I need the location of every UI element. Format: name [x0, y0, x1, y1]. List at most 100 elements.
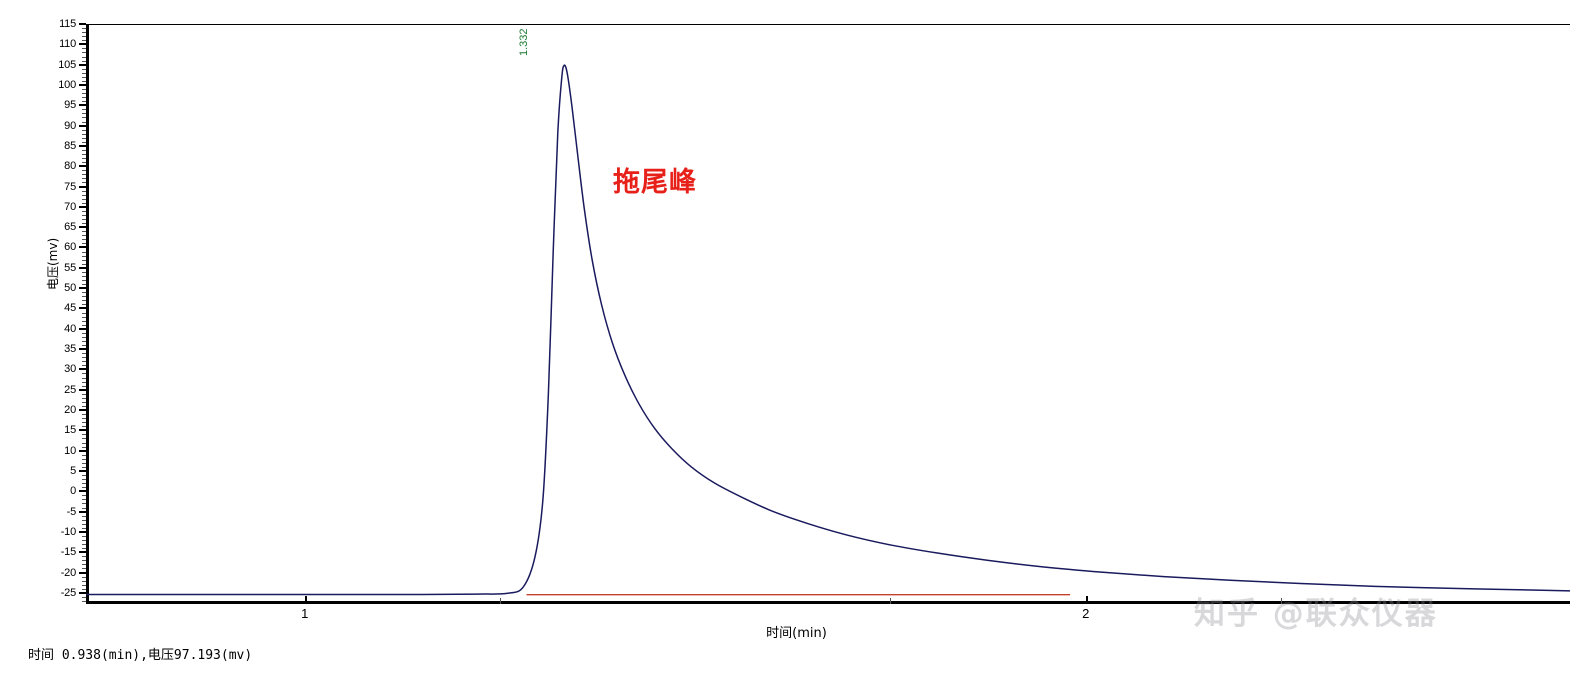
- y-axis-minor-tick: [82, 523, 86, 525]
- y-axis-minor-tick: [82, 219, 86, 221]
- y-axis-tick-mark: [79, 104, 86, 107]
- y-axis-minor-tick: [82, 568, 86, 570]
- y-axis-minor-tick: [82, 259, 86, 261]
- y-axis-minor-tick: [82, 475, 86, 477]
- y-axis-tick-mark: [79, 348, 86, 351]
- y-axis-minor-tick: [82, 556, 86, 558]
- y-axis-minor-tick: [82, 28, 86, 30]
- y-axis-minor-tick: [82, 210, 86, 212]
- y-axis-minor-tick: [82, 251, 86, 253]
- y-axis-tick-label: -25: [60, 586, 77, 599]
- y-axis-tick-mark: [79, 144, 86, 147]
- y-axis-minor-tick: [82, 357, 86, 359]
- y-axis-tick-label: 5: [70, 464, 76, 477]
- y-axis-minor-tick: [82, 154, 86, 156]
- y-axis-tick-mark: [79, 429, 86, 432]
- y-axis-minor-tick: [82, 361, 86, 363]
- y-axis-minor-tick: [82, 275, 86, 277]
- y-axis-tick-label: 65: [64, 221, 76, 234]
- y-axis-minor-tick: [82, 243, 86, 245]
- y-axis-minor-tick: [82, 584, 86, 586]
- chromatogram-traces: [85, 64, 1571, 596]
- y-axis-minor-tick: [82, 381, 86, 383]
- y-axis-minor-tick: [82, 466, 86, 468]
- y-axis-minor-tick: [82, 377, 86, 379]
- y-axis-minor-tick: [82, 284, 86, 286]
- y-axis-minor-tick: [82, 97, 86, 99]
- y-axis-minor-tick: [82, 324, 86, 326]
- y-axis-minor-tick: [82, 68, 86, 70]
- y-axis-tick-mark: [79, 591, 86, 594]
- y-axis-minor-tick: [82, 422, 86, 424]
- y-axis-minor-tick: [82, 365, 86, 367]
- y-axis-minor-tick: [82, 93, 86, 95]
- y-axis-tick-mark: [79, 388, 86, 391]
- y-axis-minor-tick: [82, 89, 86, 90]
- y-axis-minor-tick: [82, 113, 86, 115]
- y-axis-minor-tick: [82, 60, 86, 62]
- y-axis-minor-tick: [82, 519, 86, 521]
- y-axis-tick-label: 110: [59, 38, 76, 51]
- y-axis-title: 电压(mv): [46, 237, 60, 290]
- y-axis-tick-mark: [79, 551, 86, 554]
- peak-shape-annotation: 拖尾峰: [613, 167, 697, 198]
- y-axis-minor-tick: [82, 109, 86, 111]
- y-axis-minor-tick: [82, 564, 86, 566]
- y-axis-minor-tick: [82, 373, 86, 375]
- y-axis-minor-tick: [82, 405, 86, 407]
- x-axis-tick-mark: [1085, 596, 1088, 604]
- y-axis-minor-tick: [82, 263, 86, 265]
- y-axis-tick-label: 20: [64, 404, 76, 417]
- y-axis-tick-label: 70: [64, 200, 76, 213]
- y-axis-tick-label: 80: [64, 160, 76, 173]
- y-axis-minor-tick: [82, 223, 86, 225]
- y-axis-tick-label: 90: [64, 119, 76, 132]
- x-axis-minor-tick: [499, 598, 501, 604]
- y-axis-minor-tick: [82, 32, 86, 34]
- y-axis-tick-mark: [79, 368, 86, 371]
- y-axis-tick-mark: [79, 165, 86, 168]
- y-axis-minor-tick: [82, 182, 86, 184]
- y-axis-minor-tick: [82, 454, 86, 456]
- y-axis-tick-label: 85: [64, 139, 76, 152]
- y-axis-tick-mark: [79, 246, 86, 249]
- y-axis-minor-tick: [82, 588, 86, 590]
- y-axis-minor-tick: [82, 279, 86, 281]
- y-axis-minor-tick: [82, 393, 86, 395]
- y-axis-minor-tick: [82, 316, 86, 318]
- x-axis-tick-label: 2: [1082, 606, 1090, 621]
- y-axis-minor-tick: [82, 385, 86, 387]
- y-axis-minor-tick: [82, 52, 86, 54]
- y-axis-tick-label: 45: [64, 302, 76, 315]
- y-axis-tick-label: -10: [60, 525, 77, 538]
- y-axis-tick-mark: [79, 327, 86, 330]
- y-axis-tick-label: 30: [64, 363, 76, 376]
- y-axis-minor-tick: [82, 418, 86, 420]
- y-axis-tick-mark: [79, 23, 86, 25]
- plot-area[interactable]: 1.332: [85, 24, 1571, 604]
- y-axis-tick-label: -15: [60, 546, 77, 559]
- y-axis-minor-tick: [82, 353, 86, 355]
- y-axis-minor-tick: [82, 304, 86, 306]
- y-axis-minor-tick: [82, 601, 86, 602]
- x-axis-line: [86, 601, 1570, 604]
- y-axis-tick-label: 95: [64, 99, 76, 112]
- y-axis-minor-tick: [82, 544, 86, 546]
- y-axis-minor-tick: [82, 312, 86, 314]
- y-axis-tick-mark: [79, 287, 86, 290]
- y-axis-minor-tick: [82, 292, 86, 294]
- y-axis-line: [86, 24, 89, 601]
- y-axis-tick-mark: [79, 571, 86, 574]
- peak-retention-time-label: 1.332: [518, 28, 530, 56]
- y-axis-tick-label: 105: [58, 58, 76, 71]
- x-axis-title: 时间(min): [766, 626, 827, 641]
- y-axis-minor-tick: [82, 72, 86, 74]
- y-axis-minor-tick: [82, 271, 86, 273]
- y-axis-minor-tick: [82, 296, 86, 298]
- y-axis-tick-label: 35: [64, 343, 76, 356]
- y-axis-minor-tick: [82, 576, 86, 578]
- y-axis-minor-tick: [82, 36, 86, 38]
- y-axis-tick-mark: [79, 530, 86, 533]
